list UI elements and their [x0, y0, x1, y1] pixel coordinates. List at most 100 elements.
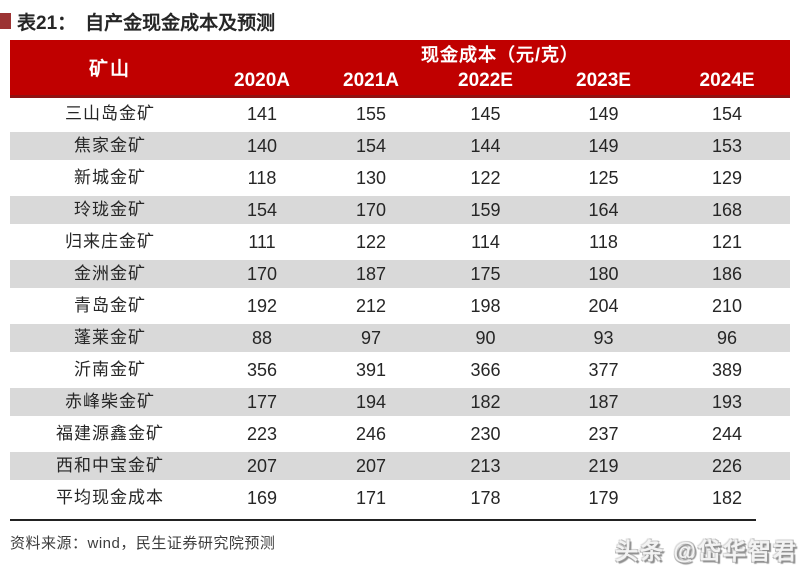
value-cell-2024e: 210: [664, 290, 791, 322]
mine-name-cell: 归来庄金矿: [10, 226, 210, 258]
value-cell-2022e: 159: [428, 194, 543, 226]
value-cell-2024e: 186: [664, 258, 791, 290]
value-cell-2021a: 391: [314, 354, 428, 386]
mine-name-cell: 沂南金矿: [10, 354, 210, 386]
value-cell-2022e: 122: [428, 162, 543, 194]
value-cell-2020a: 88: [210, 322, 314, 354]
value-cell-2022e: 213: [428, 450, 543, 482]
table-row: 三山岛金矿 141 155 145 149 154: [10, 98, 791, 130]
value-cell-2020a: 154: [210, 194, 314, 226]
value-cell-2023e: 125: [543, 162, 664, 194]
value-cell-2021a: 171: [314, 482, 428, 514]
value-cell-2020a: 140: [210, 130, 314, 162]
table-title-row: 表21： 自产金现金成本及预测: [0, 9, 808, 34]
value-cell-2023e: 179: [543, 482, 664, 514]
value-cell-2020a: 192: [210, 290, 314, 322]
column-header-2021a: 2021A: [314, 67, 428, 98]
column-header-2023e: 2023E: [543, 67, 664, 98]
value-cell-2022e: 198: [428, 290, 543, 322]
value-cell-2024e: 129: [664, 162, 791, 194]
value-cell-2022e: 90: [428, 322, 543, 354]
value-cell-2023e: 187: [543, 386, 664, 418]
table-row: 焦家金矿 140 154 144 149 153: [10, 130, 791, 162]
value-cell-2021a: 187: [314, 258, 428, 290]
value-cell-2020a: 111: [210, 226, 314, 258]
value-cell-2023e: 237: [543, 418, 664, 450]
table-row: 沂南金矿 356 391 366 377 389: [10, 354, 791, 386]
group-header-cash-cost: 现金成本（元/克）: [210, 40, 791, 67]
table-row: 青岛金矿 192 212 198 204 210: [10, 290, 791, 322]
value-cell-2022e: 230: [428, 418, 543, 450]
value-cell-2024e: 389: [664, 354, 791, 386]
value-cell-2024e: 182: [664, 482, 791, 514]
column-header-2020a: 2020A: [210, 67, 314, 98]
table-row: 赤峰柴金矿 177 194 182 187 193: [10, 386, 791, 418]
mine-name-cell: 平均现金成本: [10, 482, 210, 514]
mine-name-cell: 福建源鑫金矿: [10, 418, 210, 450]
value-cell-2021a: 170: [314, 194, 428, 226]
mine-name-cell: 新城金矿: [10, 162, 210, 194]
table-row: 福建源鑫金矿 223 246 230 237 244: [10, 418, 791, 450]
table-row: 西和中宝金矿 207 207 213 219 226: [10, 450, 791, 482]
column-header-2022e: 2022E: [428, 67, 543, 98]
value-cell-2020a: 207: [210, 450, 314, 482]
table-row: 金洲金矿 170 187 175 180 186: [10, 258, 791, 290]
value-cell-2022e: 178: [428, 482, 543, 514]
value-cell-2023e: 204: [543, 290, 664, 322]
value-cell-2020a: 356: [210, 354, 314, 386]
value-cell-2021a: 122: [314, 226, 428, 258]
mine-name-cell: 三山岛金矿: [10, 98, 210, 130]
value-cell-2021a: 207: [314, 450, 428, 482]
value-cell-2021a: 246: [314, 418, 428, 450]
value-cell-2022e: 366: [428, 354, 543, 386]
value-cell-2024e: 226: [664, 450, 791, 482]
value-cell-2023e: 93: [543, 322, 664, 354]
table-row: 玲珑金矿 154 170 159 164 168: [10, 194, 791, 226]
value-cell-2024e: 244: [664, 418, 791, 450]
table-row: 新城金矿 118 130 122 125 129: [10, 162, 791, 194]
mine-name-cell: 青岛金矿: [10, 290, 210, 322]
header-year-row: 2020A 2021A 2022E 2023E 2024E: [10, 67, 791, 98]
title-bullet-marker: [0, 13, 11, 29]
source-note: 资料来源：wind，民生证券研究院预测: [10, 535, 276, 552]
mine-name-cell: 玲珑金矿: [10, 194, 210, 226]
value-cell-2021a: 194: [314, 386, 428, 418]
value-cell-2020a: 223: [210, 418, 314, 450]
value-cell-2020a: 141: [210, 98, 314, 130]
value-cell-2024e: 121: [664, 226, 791, 258]
mine-name-cell: 赤峰柴金矿: [10, 386, 210, 418]
column-header-2024e: 2024E: [664, 67, 791, 98]
value-cell-2020a: 177: [210, 386, 314, 418]
value-cell-2022e: 114: [428, 226, 543, 258]
value-cell-2023e: 164: [543, 194, 664, 226]
value-cell-2021a: 212: [314, 290, 428, 322]
header-group-row: 矿山 现金成本（元/克）: [10, 40, 791, 98]
value-cell-2023e: 219: [543, 450, 664, 482]
value-cell-2024e: 193: [664, 386, 791, 418]
value-cell-2021a: 97: [314, 322, 428, 354]
value-cell-2021a: 154: [314, 130, 428, 162]
table-number-label: 表21：: [17, 12, 77, 34]
value-cell-2024e: 168: [664, 194, 791, 226]
table-row: 归来庄金矿 111 122 114 118 121: [10, 226, 791, 258]
value-cell-2024e: 96: [664, 322, 791, 354]
value-cell-2020a: 118: [210, 162, 314, 194]
value-cell-2024e: 153: [664, 130, 791, 162]
table-row: 平均现金成本 169 171 178 179 182: [10, 482, 791, 514]
value-cell-2023e: 118: [543, 226, 664, 258]
value-cell-2023e: 149: [543, 130, 664, 162]
table-body: 三山岛金矿 141 155 145 149 154 焦家金矿 140 154 1…: [10, 98, 791, 514]
table-row: 蓬莱金矿 88 97 90 93 96: [10, 322, 791, 354]
value-cell-2023e: 180: [543, 258, 664, 290]
mine-name-cell: 金洲金矿: [10, 258, 210, 290]
value-cell-2023e: 377: [543, 354, 664, 386]
mine-name-cell: 蓬莱金矿: [10, 322, 210, 354]
table-header: 矿山 现金成本（元/克） 2020A 2021A 2022E 2023E 202…: [10, 40, 791, 98]
value-cell-2022e: 182: [428, 386, 543, 418]
column-header-mine: 矿山: [10, 40, 210, 98]
value-cell-2020a: 170: [210, 258, 314, 290]
value-cell-2024e: 154: [664, 98, 791, 130]
cash-cost-table: 矿山 现金成本（元/克） 2020A 2021A 2022E 2023E 202…: [10, 40, 791, 514]
footer-divider-line: [10, 519, 756, 521]
value-cell-2022e: 175: [428, 258, 543, 290]
